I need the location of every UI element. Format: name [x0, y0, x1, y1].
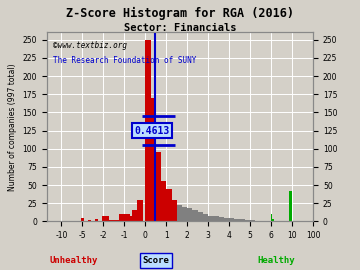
Bar	[213, 216, 219, 221]
Bar	[138, 200, 143, 221]
Bar	[224, 218, 229, 221]
Bar	[208, 215, 213, 221]
Text: The Research Foundation of SUNY: The Research Foundation of SUNY	[53, 56, 197, 65]
Bar	[203, 214, 208, 221]
Bar	[81, 218, 84, 221]
Bar	[240, 219, 245, 221]
Bar	[95, 219, 98, 221]
Text: Score: Score	[142, 256, 169, 265]
Bar	[250, 220, 255, 221]
Text: Unhealthy: Unhealthy	[50, 256, 98, 265]
Bar	[273, 219, 274, 221]
Bar	[219, 217, 224, 221]
Bar	[88, 220, 91, 221]
Bar	[187, 208, 193, 221]
Bar	[132, 211, 138, 221]
Bar	[156, 152, 161, 221]
Text: Z-Score Histogram for RGA (2016): Z-Score Histogram for RGA (2016)	[66, 7, 294, 20]
Bar	[102, 216, 109, 221]
Bar	[177, 205, 182, 221]
Text: 0.4613: 0.4613	[134, 126, 170, 136]
Bar	[182, 207, 187, 221]
Bar	[193, 211, 198, 221]
Bar	[109, 220, 119, 221]
Y-axis label: Number of companies (997 total): Number of companies (997 total)	[8, 63, 17, 191]
Bar	[150, 98, 156, 221]
Bar	[271, 214, 273, 221]
Text: Sector: Financials: Sector: Financials	[124, 23, 236, 33]
Bar	[198, 212, 203, 221]
Bar	[171, 200, 177, 221]
Bar	[245, 220, 250, 221]
Bar	[166, 189, 171, 221]
Bar	[145, 40, 150, 221]
Bar	[229, 218, 234, 221]
Bar	[127, 215, 132, 221]
Text: Healthy: Healthy	[257, 256, 295, 265]
Bar	[161, 181, 166, 221]
Bar	[289, 191, 292, 221]
Text: ©www.textbiz.org: ©www.textbiz.org	[53, 41, 127, 50]
Bar	[234, 219, 240, 221]
Bar	[119, 214, 130, 221]
